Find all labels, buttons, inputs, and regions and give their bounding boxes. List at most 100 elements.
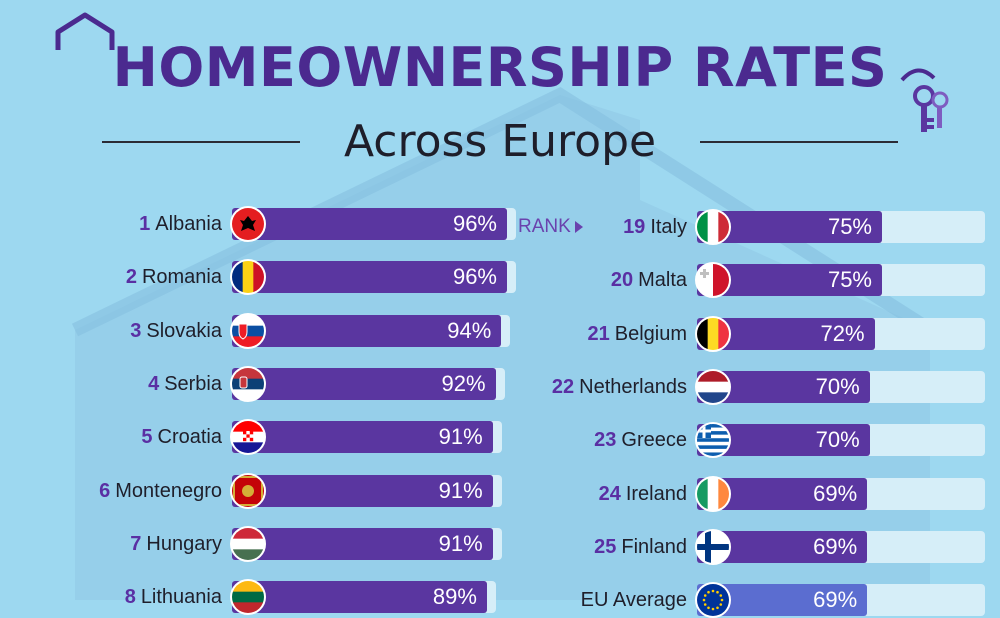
- rank-number: 2: [125, 266, 137, 289]
- bar-row-slovakia: 3 Slovakia 94%: [130, 312, 532, 349]
- eu-flag-icon: [695, 582, 731, 618]
- bar: 92%: [232, 367, 496, 400]
- bar-row-netherlands: 22 Netherlands 70%: [552, 368, 985, 405]
- value-label: 75%: [827, 214, 872, 239]
- value-label: 69%: [813, 587, 858, 613]
- bar-row-lithuania: 8 Lithuania 89%: [125, 579, 532, 616]
- romania-flag-icon: [230, 259, 266, 296]
- country-name: Albania: [155, 213, 222, 235]
- bar: 96%: [232, 208, 507, 240]
- value-label: 69%: [813, 480, 858, 506]
- bar-label: 20 Malta: [611, 264, 687, 296]
- croatia-flag-icon: [230, 419, 266, 456]
- country-name: Belgium: [614, 322, 687, 345]
- value-label: 89%: [432, 584, 477, 610]
- chart-title: HOMEOWNERSHIP RATES: [112, 36, 888, 99]
- subtitle-rule-right: [700, 141, 898, 143]
- country-name: Malta: [638, 269, 687, 292]
- bar-row-serbia: 4 Serbia 92%: [148, 365, 532, 402]
- bar-label: 22 Netherlands: [552, 371, 687, 403]
- bar-row-albania: 1 Albania 96%: [139, 206, 532, 242]
- bar-label: 3 Slovakia: [130, 315, 222, 347]
- country-name: Finland: [621, 535, 687, 558]
- bar: 94%: [232, 314, 502, 347]
- bar-row-eu-average: EU Average 69%: [581, 582, 985, 618]
- value-label: 70%: [815, 373, 860, 399]
- slovakia-flag-icon: [230, 312, 266, 349]
- bar-label: 6 Montenegro: [99, 475, 222, 507]
- country-name: EU Average: [580, 589, 687, 612]
- chart-subtitle: Across Europe: [343, 116, 657, 167]
- bar: 89%: [232, 581, 487, 614]
- country-name: Ireland: [625, 482, 687, 505]
- country-name: Montenegro: [115, 479, 222, 502]
- rank-marker-label: RANK: [518, 216, 571, 237]
- rank-number: 6: [99, 479, 111, 502]
- value-label: 91%: [438, 477, 483, 503]
- bar: 91%: [232, 474, 493, 507]
- bar-label: 2 Romania: [126, 261, 222, 293]
- greece-flag-icon: [695, 422, 731, 459]
- lithuania-flag-icon: [230, 579, 266, 616]
- bar-row-montenegro: 6 Montenegro 91%: [99, 472, 532, 509]
- rank-number: 5: [141, 426, 153, 449]
- finland-flag-icon: [695, 528, 731, 565]
- value-label: 91%: [438, 424, 483, 450]
- bar-label: 23 Greece: [594, 424, 687, 456]
- country-name: Hungary: [146, 532, 222, 555]
- country-name: Italy: [650, 216, 687, 238]
- country-name: Romania: [141, 266, 222, 289]
- country-name: Greece: [621, 429, 687, 452]
- serbia-flag-icon: [230, 365, 266, 402]
- country-name: Slovakia: [146, 319, 222, 342]
- value-label: 96%: [452, 264, 497, 290]
- bar-label: 7 Hungary: [130, 528, 222, 560]
- bar-row-greece: 23 Greece 70%: [594, 422, 985, 459]
- bar-row-romania: 2 Romania 96%: [126, 259, 532, 296]
- albania-flag-icon: [230, 206, 266, 242]
- rank-arrow-icon: [574, 220, 583, 233]
- bar-row-finland: 25 Finland 69%: [594, 528, 985, 565]
- rank-marker: RANK: [518, 211, 583, 243]
- bar-row-hungary: 7 Hungary 91%: [130, 525, 532, 562]
- rank-number: 23: [594, 429, 617, 452]
- rank-number: 3: [130, 319, 142, 342]
- malta-flag-icon: [695, 262, 731, 299]
- bar: 91%: [232, 421, 493, 454]
- bar-row-malta: 20 Malta 75%: [611, 262, 985, 299]
- rank-number: 7: [130, 532, 142, 555]
- value-label: 70%: [815, 427, 860, 453]
- value-label: 92%: [441, 370, 486, 396]
- background-house-shape: [71, 86, 934, 337]
- rank-number: 22: [551, 375, 575, 398]
- value-label: 75%: [827, 267, 872, 293]
- rank-number: 25: [594, 535, 617, 558]
- rank-number: 21: [587, 322, 610, 345]
- ireland-flag-icon: [695, 475, 731, 512]
- value-label: 96%: [452, 211, 497, 236]
- bar-label: 4 Serbia: [148, 368, 222, 400]
- rank-number: 4: [148, 372, 160, 395]
- bar-label: 24 Ireland: [599, 478, 687, 510]
- bar-label: 5 Croatia: [141, 421, 222, 453]
- value-label: 91%: [438, 530, 483, 556]
- keys-icon: [900, 68, 949, 132]
- rank-number: 8: [124, 586, 136, 609]
- country-name: Serbia: [164, 372, 222, 395]
- bar-label: 8 Lithuania: [125, 581, 222, 613]
- country-name: Netherlands: [579, 375, 687, 398]
- bar-label: 1 Albania: [139, 208, 222, 240]
- bar-row-croatia: 5 Croatia 91%: [141, 419, 532, 456]
- rank-number: 20: [610, 269, 634, 292]
- bar-label: 19 Italy: [623, 211, 687, 243]
- value-label: 72%: [820, 320, 865, 346]
- rank-number: 1: [139, 213, 151, 235]
- bar-row-italy: 19 Italy 75%: [623, 209, 985, 245]
- rank-number: 19: [623, 216, 646, 238]
- italy-flag-icon: [695, 209, 731, 245]
- bar-label: 21 Belgium: [587, 318, 687, 350]
- subtitle-rule-left: [102, 141, 300, 143]
- belgium-flag-icon: [695, 315, 731, 352]
- house-icon: [55, 12, 115, 50]
- bar-label: 25 Finland: [594, 531, 687, 563]
